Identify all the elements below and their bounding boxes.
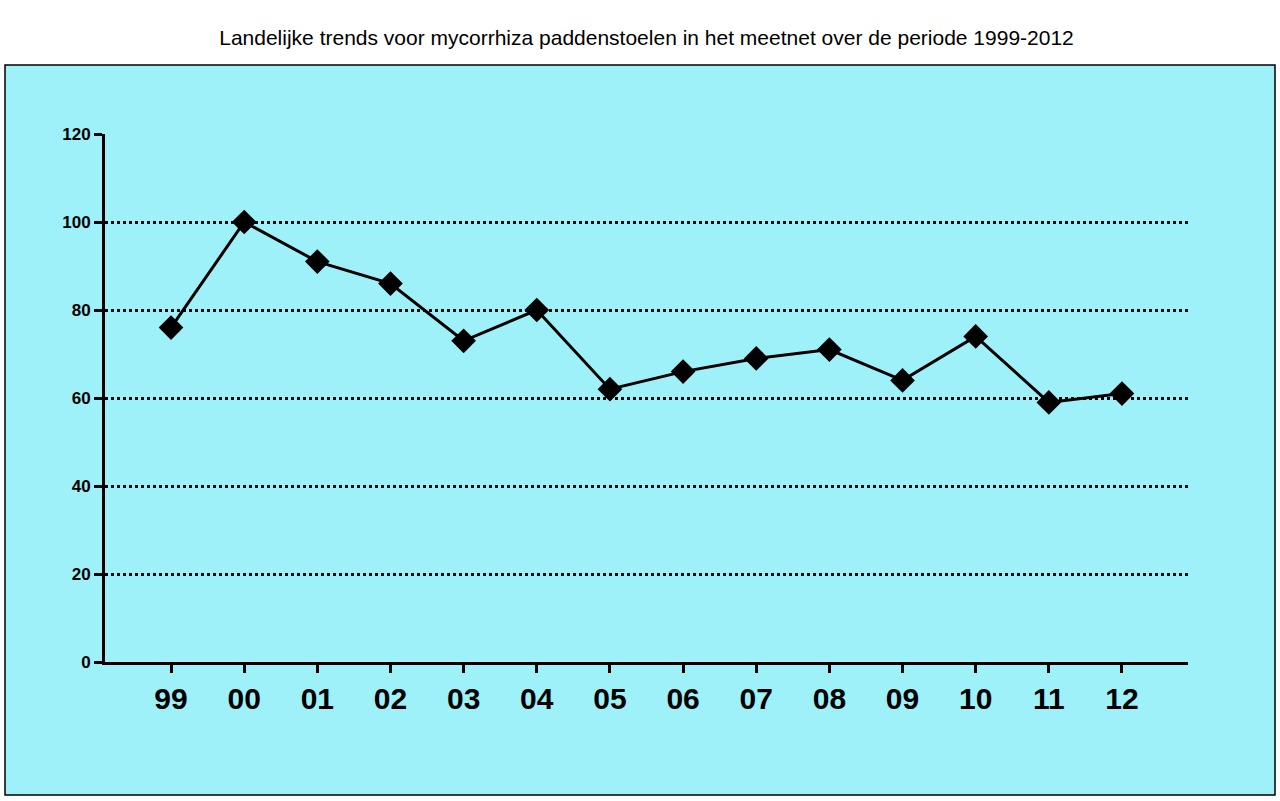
svg-text:100: 100: [62, 213, 90, 232]
svg-text:05: 05: [593, 682, 626, 715]
svg-text:40: 40: [72, 477, 91, 496]
svg-text:120: 120: [62, 125, 90, 144]
svg-text:07: 07: [740, 682, 773, 715]
svg-text:00: 00: [227, 682, 260, 715]
svg-text:09: 09: [886, 682, 919, 715]
svg-text:80: 80: [72, 301, 91, 320]
svg-text:08: 08: [813, 682, 846, 715]
svg-text:10: 10: [959, 682, 992, 715]
svg-text:99: 99: [154, 682, 187, 715]
svg-text:11: 11: [1033, 682, 1065, 715]
svg-text:02: 02: [374, 682, 407, 715]
svg-text:01: 01: [301, 682, 334, 715]
svg-text:20: 20: [72, 565, 91, 584]
svg-text:06: 06: [666, 682, 699, 715]
svg-text:03: 03: [447, 682, 480, 715]
svg-text:0: 0: [81, 653, 90, 672]
svg-text:12: 12: [1105, 682, 1138, 715]
svg-text:04: 04: [520, 682, 554, 715]
svg-text:60: 60: [72, 389, 91, 408]
svg-text:Landelijke trends voor mycorrh: Landelijke trends voor mycorrhiza padden…: [219, 26, 1074, 49]
